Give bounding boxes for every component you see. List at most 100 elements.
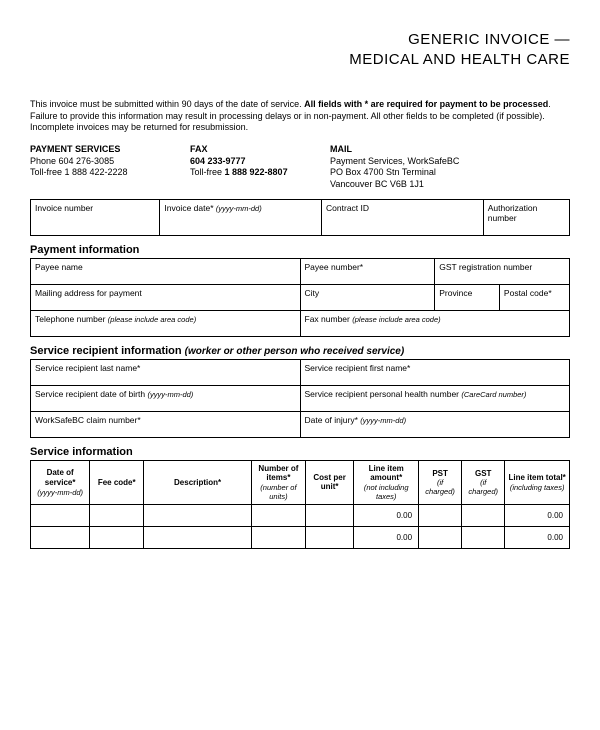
contact-fax: FAX 604 233-9777 Toll-free 1 888 922-880… bbox=[190, 144, 330, 191]
cell-date[interactable] bbox=[31, 527, 90, 549]
cell-date[interactable] bbox=[31, 505, 90, 527]
recipient-first-cell[interactable]: Service recipient first name* bbox=[300, 359, 570, 385]
th-line: Line item amount*(not including taxes) bbox=[354, 460, 419, 504]
meta-table: Invoice number Invoice date* (yyyy-mm-dd… bbox=[30, 199, 570, 236]
injury-hint: (yyyy-mm-dd) bbox=[360, 416, 406, 425]
injury-label: Date of injury* bbox=[305, 415, 358, 425]
recipient-dob-hint: (yyyy-mm-dd) bbox=[147, 390, 193, 399]
cell-fee[interactable] bbox=[90, 505, 144, 527]
recipient-last-label: Service recipient last name* bbox=[35, 363, 140, 373]
tel-hint: (please include area code) bbox=[108, 315, 196, 324]
mail-line1: Payment Services, WorkSafeBC bbox=[330, 156, 570, 168]
payee-number-label: Payee number* bbox=[305, 262, 364, 272]
invoice-date-hint: (yyyy-mm-dd) bbox=[216, 204, 262, 213]
city-label: City bbox=[305, 288, 320, 298]
postal-label: Postal code* bbox=[504, 288, 552, 298]
cell-num[interactable] bbox=[251, 527, 305, 549]
th-cost: Cost per unit* bbox=[305, 460, 354, 504]
invoice-date-cell[interactable]: Invoice date* (yyyy-mm-dd) bbox=[160, 199, 322, 235]
cell-fee[interactable] bbox=[90, 527, 144, 549]
cell-total[interactable]: 0.00 bbox=[505, 527, 570, 549]
payee-name-cell[interactable]: Payee name bbox=[31, 258, 301, 284]
contact-block: PAYMENT SERVICES Phone 604 276-3085 Toll… bbox=[30, 144, 570, 191]
mail-line2: PO Box 4700 Stn Terminal bbox=[330, 167, 570, 179]
cell-cost[interactable] bbox=[305, 505, 354, 527]
cell-amount[interactable]: 0.00 bbox=[354, 505, 419, 527]
recipient-phn-cell[interactable]: Service recipient personal health number… bbox=[300, 385, 570, 411]
province-cell[interactable]: Province bbox=[435, 284, 500, 310]
claim-cell[interactable]: WorkSafeBC claim number* bbox=[31, 411, 301, 437]
fax-number: 604 233-9777 bbox=[190, 156, 246, 166]
invoice-number-cell[interactable]: Invoice number bbox=[31, 199, 160, 235]
auth-label: Authorization number bbox=[488, 203, 538, 223]
faxnum-hint: (please include area code) bbox=[352, 315, 440, 324]
invoice-date-label: Invoice date* bbox=[164, 203, 213, 213]
province-label: Province bbox=[439, 288, 472, 298]
claim-label: WorkSafeBC claim number* bbox=[35, 415, 141, 425]
recipient-last-cell[interactable]: Service recipient last name* bbox=[31, 359, 301, 385]
payment-phone: Phone 604 276-3085 bbox=[30, 156, 190, 168]
contact-payment: PAYMENT SERVICES Phone 604 276-3085 Toll… bbox=[30, 144, 190, 191]
table-row: 0.00 0.00 bbox=[31, 505, 570, 527]
recipient-first-label: Service recipient first name* bbox=[305, 363, 411, 373]
payee-name-label: Payee name bbox=[35, 262, 83, 272]
intro-text: This invoice must be submitted within 90… bbox=[30, 99, 570, 134]
recipient-phn-hint: (CareCard number) bbox=[461, 390, 526, 399]
recipient-table: Service recipient last name* Service rec… bbox=[30, 359, 570, 438]
mail-label: MAIL bbox=[330, 144, 570, 156]
cell-desc[interactable] bbox=[144, 505, 252, 527]
contact-mail: MAIL Payment Services, WorkSafeBC PO Box… bbox=[330, 144, 570, 191]
mail-line3: Vancouver BC V6B 1J1 bbox=[330, 179, 570, 191]
cell-total[interactable]: 0.00 bbox=[505, 505, 570, 527]
cell-gst[interactable] bbox=[462, 505, 505, 527]
recipient-title-text: Service recipient information bbox=[30, 345, 182, 357]
th-gst: GST(if charged) bbox=[462, 460, 505, 504]
payment-services-label: PAYMENT SERVICES bbox=[30, 144, 190, 156]
recipient-dob-cell[interactable]: Service recipient date of birth (yyyy-mm… bbox=[31, 385, 301, 411]
invoice-number-label: Invoice number bbox=[35, 203, 93, 213]
payment-section-title: Payment information bbox=[30, 244, 570, 256]
cell-pst[interactable] bbox=[419, 505, 462, 527]
table-row: 0.00 0.00 bbox=[31, 527, 570, 549]
cell-cost[interactable] bbox=[305, 527, 354, 549]
faxnum-label: Fax number bbox=[305, 314, 350, 324]
th-num: Number of items*(number of units) bbox=[251, 460, 305, 504]
payment-table: Payee name Payee number* GST registratio… bbox=[30, 258, 570, 337]
tel-label: Telephone number bbox=[35, 314, 105, 324]
mailing-cell[interactable]: Mailing address for payment bbox=[31, 284, 301, 310]
cell-desc[interactable] bbox=[144, 527, 252, 549]
th-pst: PST(if charged) bbox=[419, 460, 462, 504]
cell-num[interactable] bbox=[251, 505, 305, 527]
recipient-phn-label: Service recipient personal health number bbox=[305, 389, 460, 399]
injury-cell[interactable]: Date of injury* (yyyy-mm-dd) bbox=[300, 411, 570, 437]
payee-number-cell[interactable]: Payee number* bbox=[300, 258, 435, 284]
th-desc: Description* bbox=[144, 460, 252, 504]
intro-bold: All fields with * are required for payme… bbox=[304, 99, 548, 109]
payment-tollfree: Toll-free 1 888 422-2228 bbox=[30, 167, 190, 179]
th-total: Line item total*(including taxes) bbox=[505, 460, 570, 504]
contract-id-label: Contract ID bbox=[326, 203, 369, 213]
city-cell[interactable]: City bbox=[300, 284, 435, 310]
th-fee: Fee code* bbox=[90, 460, 144, 504]
cell-pst[interactable] bbox=[419, 527, 462, 549]
fax-tollfree-number: 1 888 922-8807 bbox=[225, 167, 288, 177]
auth-number-cell[interactable]: Authorization number bbox=[483, 199, 569, 235]
service-table: Date of service*(yyyy-mm-dd) Fee code* D… bbox=[30, 460, 570, 549]
postal-cell[interactable]: Postal code* bbox=[499, 284, 569, 310]
th-date: Date of service*(yyyy-mm-dd) bbox=[31, 460, 90, 504]
intro-pre: This invoice must be submitted within 90… bbox=[30, 99, 304, 109]
service-section-title: Service information bbox=[30, 446, 570, 458]
telephone-cell[interactable]: Telephone number (please include area co… bbox=[31, 310, 301, 336]
cell-amount[interactable]: 0.00 bbox=[354, 527, 419, 549]
fax-tollfree-prefix: Toll-free bbox=[190, 167, 225, 177]
title-line2: MEDICAL AND HEALTH CARE bbox=[349, 51, 570, 68]
gst-label: GST registration number bbox=[439, 262, 532, 272]
page-title: GENERIC INVOICE — MEDICAL AND HEALTH CAR… bbox=[30, 30, 570, 69]
contract-id-cell[interactable]: Contract ID bbox=[322, 199, 484, 235]
gst-cell[interactable]: GST registration number bbox=[435, 258, 570, 284]
cell-gst[interactable] bbox=[462, 527, 505, 549]
title-line1: GENERIC INVOICE — bbox=[408, 31, 570, 48]
faxnum-cell[interactable]: Fax number (please include area code) bbox=[300, 310, 570, 336]
mailing-label: Mailing address for payment bbox=[35, 288, 142, 298]
fax-label: FAX bbox=[190, 144, 330, 156]
